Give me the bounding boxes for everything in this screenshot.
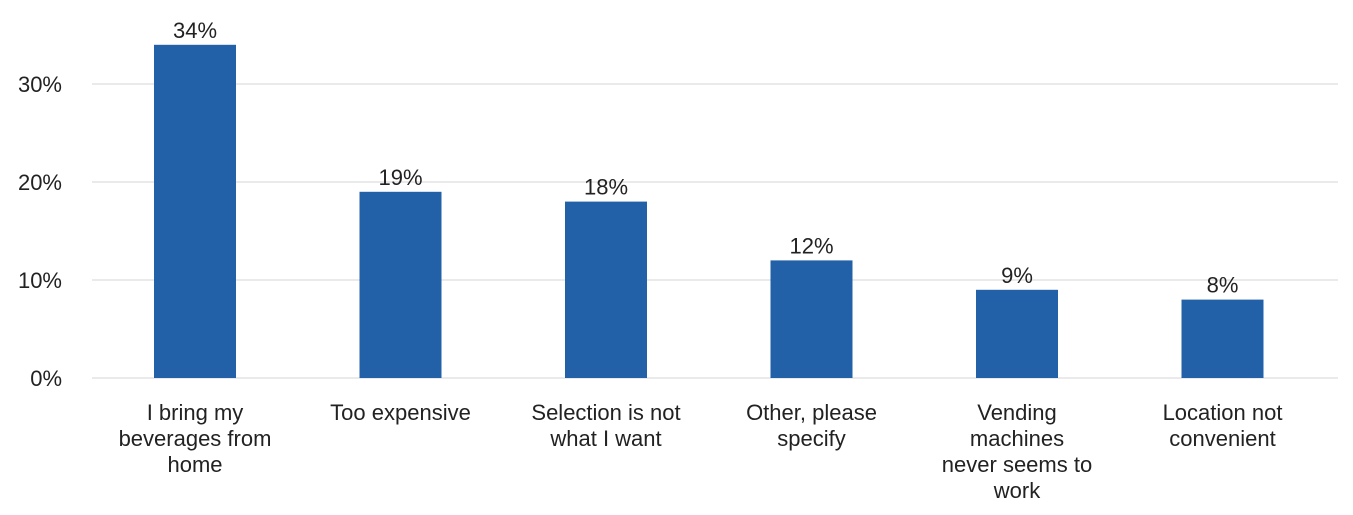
bar: [770, 260, 853, 378]
x-category-label-line: never seems to: [942, 452, 1092, 477]
y-tick-label: 20%: [18, 170, 62, 195]
x-category-label-line: Vending: [977, 400, 1057, 425]
x-axis-category-labels: I bring my beverages from home Too expensiv…: [119, 400, 1283, 503]
x-category-label: Other, please specify: [746, 400, 877, 451]
grid-layer: [92, 83, 1338, 379]
data-label: 34%: [173, 18, 217, 43]
bar: [565, 201, 647, 378]
x-category-label-line: Other, please: [746, 400, 877, 425]
data-label: 12%: [789, 233, 833, 258]
bar: [154, 44, 236, 379]
x-category-label-line: specify: [777, 426, 845, 451]
x-category-label-line: home: [167, 452, 222, 477]
y-tick-label: 0%: [30, 366, 62, 391]
data-label: 19%: [378, 165, 422, 190]
x-category-label-line: convenient: [1169, 426, 1275, 451]
x-category-label-line: Selection is not: [531, 400, 680, 425]
y-tick-label: 30%: [18, 72, 62, 97]
data-label: 8%: [1207, 273, 1239, 298]
x-category-label-line: machines: [970, 426, 1064, 451]
x-category-label: Location not convenient: [1163, 400, 1283, 451]
x-category-label-line: I bring my: [147, 400, 244, 425]
x-category-label: Too expensive: [330, 400, 471, 425]
y-axis-ticks: 0% 10% 20% 30%: [18, 72, 62, 391]
x-category-label: Vending machines never seems to work: [942, 400, 1092, 503]
x-category-label-line: what I want: [549, 426, 661, 451]
bar: [1181, 299, 1264, 378]
x-category-label: I bring my beverages from home: [119, 400, 272, 477]
x-category-label: Selection is not what I want: [531, 400, 680, 451]
x-category-label-line: Location not: [1163, 400, 1283, 425]
bar: [359, 191, 442, 378]
y-tick-label: 10%: [18, 268, 62, 293]
x-category-label-line: work: [993, 478, 1041, 503]
x-category-label-line: beverages from: [119, 426, 272, 451]
bars: [154, 44, 1264, 379]
bar: [976, 289, 1058, 378]
data-label: 18%: [584, 175, 628, 200]
data-label: 9%: [1001, 263, 1033, 288]
data-labels: 34% 19% 18% 12% 9% 8%: [173, 18, 1238, 298]
x-category-label-line: Too expensive: [330, 400, 471, 425]
